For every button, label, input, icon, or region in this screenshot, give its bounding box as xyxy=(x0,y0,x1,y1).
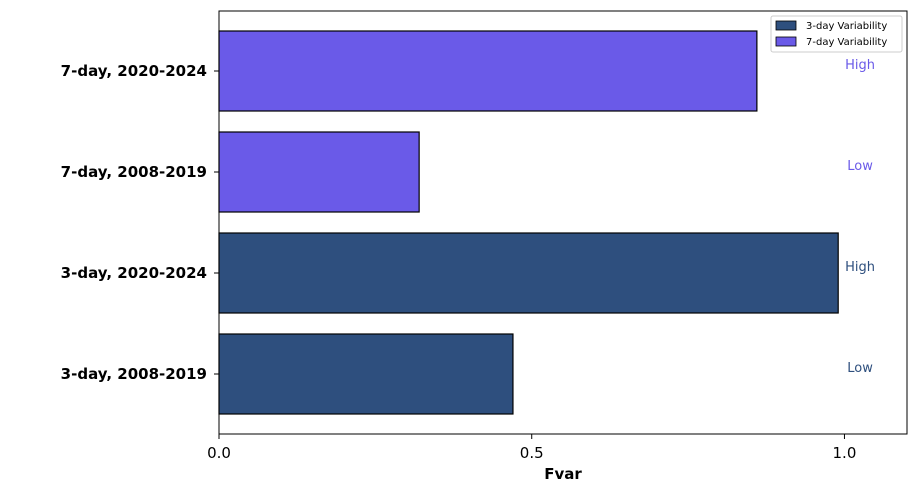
x-tick-label: 0.0 xyxy=(207,444,231,462)
x-axis: 0.0 0.5 1.0 xyxy=(207,434,856,462)
legend-label-7day: 7-day Variability xyxy=(806,37,887,48)
x-axis-title: Fvar xyxy=(544,465,582,483)
x-tick-label: 0.5 xyxy=(520,444,544,462)
annotation-3-day-2008-2019: Low xyxy=(847,361,873,376)
annotation-7-day-2020-2024: High xyxy=(845,58,875,73)
annotation-3-day-2020-2024: High xyxy=(845,260,875,275)
bar-annotations: Low High Low High xyxy=(845,58,875,376)
legend-label-3day: 3-day Variability xyxy=(806,21,887,32)
y-tick-label-3-day-2008-2019: 3-day, 2008-2019 xyxy=(61,365,207,383)
bar-7-day-2008-2019 xyxy=(218,131,420,213)
legend-box xyxy=(770,15,903,53)
y-tick-label-7-day-2008-2019: 7-day, 2008-2019 xyxy=(61,163,207,181)
y-tick-label-7-day-2020-2024: 7-day, 2020-2024 xyxy=(61,62,207,80)
plot-frame xyxy=(218,10,908,435)
bar-7-day-2020-2024 xyxy=(218,30,758,112)
legend-swatch-7day xyxy=(775,36,797,47)
y-axis: 3-day, 2008-2019 3-day, 2020-2024 7-day, 2… xyxy=(61,62,219,383)
bars-layer xyxy=(218,30,839,415)
x-tick-label: 1.0 xyxy=(833,444,857,462)
y-tick-label-3-day-2020-2024: 3-day, 2020-2024 xyxy=(61,264,207,282)
annotation-7-day-2008-2019: Low xyxy=(847,159,873,174)
legend-swatch-3day xyxy=(775,20,797,31)
bar-3-day-2008-2019 xyxy=(218,333,514,415)
legend: 3-day Variability 7-day Variability xyxy=(770,15,903,53)
bar-3-day-2020-2024 xyxy=(218,232,839,314)
